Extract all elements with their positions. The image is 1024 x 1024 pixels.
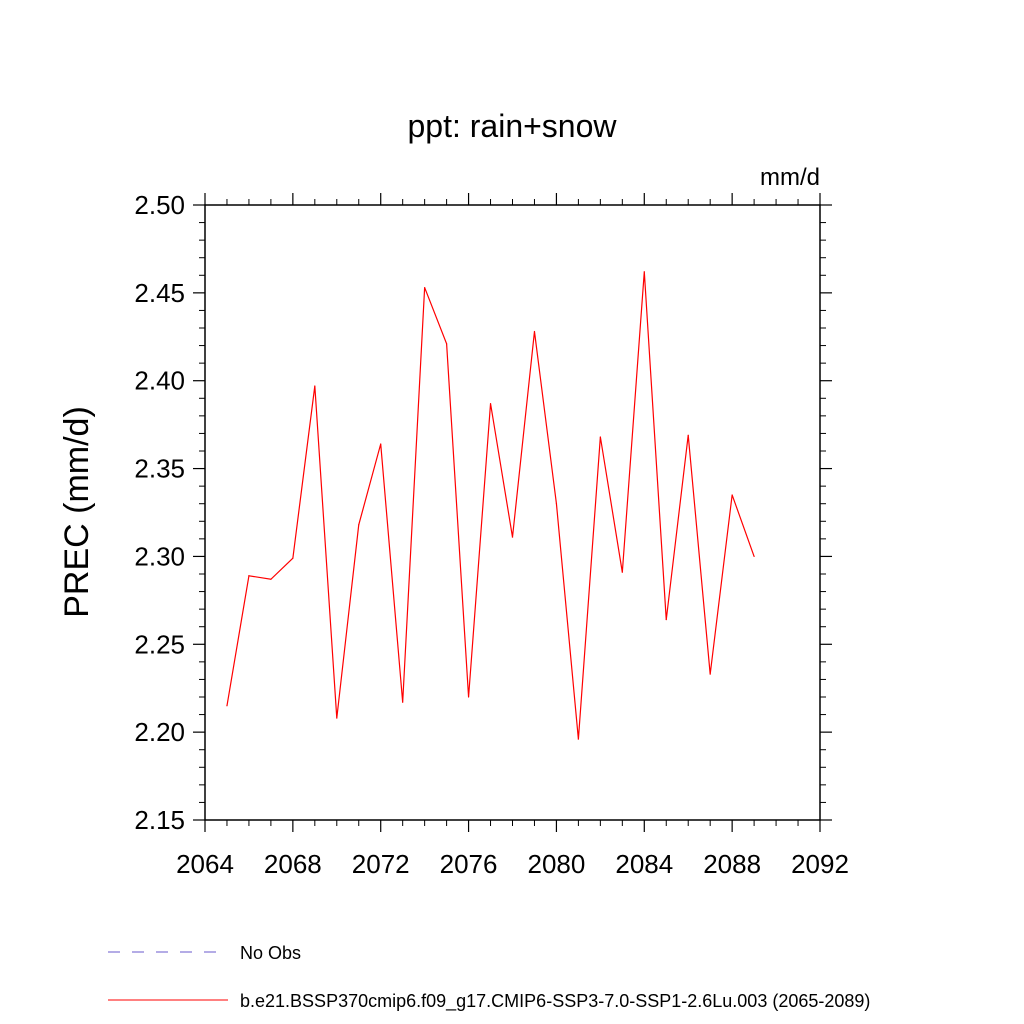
- data-point: [577, 738, 579, 740]
- y-tick-label: 2.30: [134, 541, 185, 571]
- y-tick-label: 2.35: [134, 454, 185, 484]
- y-tick-labels: 2.15 2.20 2.25 2.30 2.35 2.40 2.45 2.50: [134, 190, 185, 835]
- data-point: [292, 557, 294, 559]
- y-tick-label: 2.45: [134, 278, 185, 308]
- x-tick-label: 2092: [791, 849, 849, 879]
- x-tick-label: 2068: [264, 849, 322, 879]
- data-point: [753, 555, 755, 558]
- data-point: [358, 524, 360, 526]
- series-layer: [226, 271, 755, 740]
- data-point: [533, 330, 536, 333]
- y-tick-label: 2.20: [134, 717, 185, 747]
- y-tick-label: 2.40: [134, 366, 185, 396]
- data-point: [731, 494, 733, 496]
- data-point: [248, 575, 250, 577]
- y-axis-label: PREC (mm/d): [58, 406, 96, 618]
- data-point: [424, 286, 426, 289]
- data-point: [314, 385, 316, 387]
- plot-frame: [204, 204, 821, 821]
- y-tick-label: 2.15: [134, 805, 185, 835]
- y-tick-label: 2.50: [134, 190, 185, 220]
- axis-ticks: [193, 193, 832, 832]
- data-point: [599, 436, 601, 438]
- y-tick-label: 2.25: [134, 629, 185, 659]
- data-point: [467, 696, 470, 698]
- data-point: [270, 578, 272, 580]
- x-tick-label: 2084: [615, 849, 673, 879]
- data-point: [665, 619, 667, 621]
- x-tick-labels: 2064 2068 2072 2076 2080 2084 2088 2092: [176, 849, 849, 879]
- legend: No Obs b.e21.BSSP370cmip6.f09_g17.CMIP6-S…: [108, 943, 870, 1012]
- chart-title: ppt: rain+snow: [407, 108, 617, 144]
- data-point: [336, 717, 338, 719]
- x-tick-label: 2088: [703, 849, 761, 879]
- x-tick-label: 2076: [440, 849, 498, 879]
- data-point: [446, 343, 448, 345]
- data-point: [226, 705, 228, 707]
- x-tick-label: 2064: [176, 849, 234, 879]
- data-point: [489, 402, 492, 405]
- units-label: mm/d: [760, 164, 820, 191]
- data-point: [687, 434, 689, 436]
- legend-label: No Obs: [240, 943, 301, 963]
- series-line: [226, 271, 755, 740]
- data-point: [621, 571, 623, 573]
- data-point: [402, 701, 404, 703]
- legend-label: b.e21.BSSP370cmip6.f09_g17.CMIP6-SSP3-7.…: [240, 991, 870, 1012]
- data-point: [709, 673, 711, 675]
- data-point: [643, 271, 645, 273]
- x-tick-label: 2080: [528, 849, 586, 879]
- x-tick-label: 2072: [352, 849, 410, 879]
- data-point: [555, 503, 558, 505]
- data-point: [511, 536, 514, 538]
- data-point: [380, 443, 382, 445]
